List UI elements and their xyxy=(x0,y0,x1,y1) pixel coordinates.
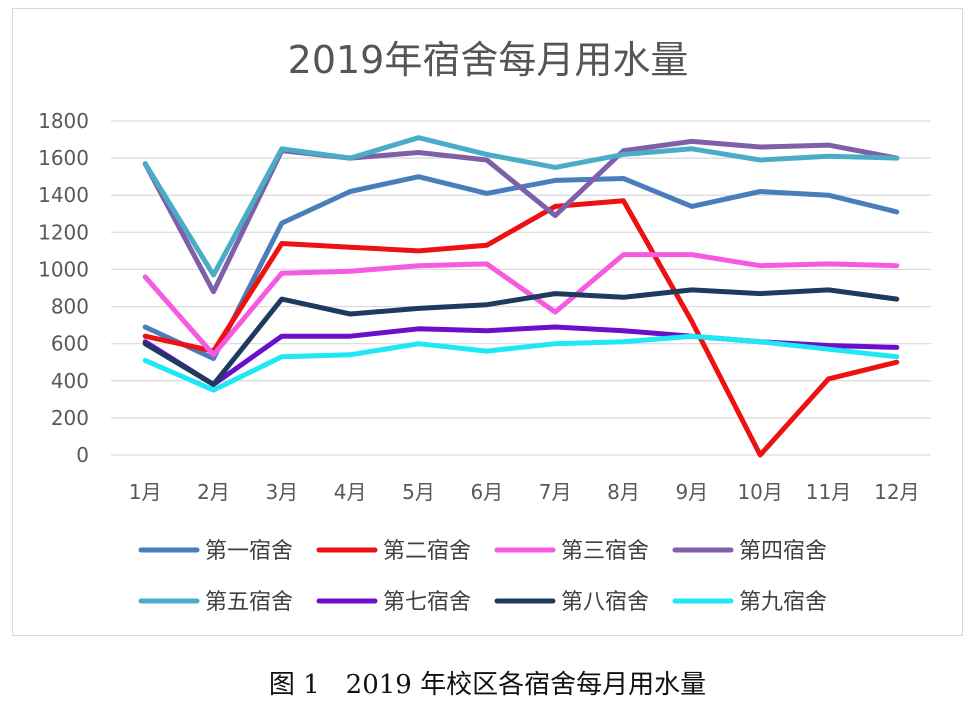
y-tick-label: 1000 xyxy=(38,257,89,281)
chart-title: 2019年宿舍每月用水量 xyxy=(288,38,689,82)
legend-item: 第七宿舍 xyxy=(316,590,471,615)
legend-item: 第四宿舍 xyxy=(672,539,827,564)
x-tick-label: 5月 xyxy=(402,480,435,504)
legend-label: 第八宿舍 xyxy=(561,590,649,615)
series-line-6 xyxy=(142,324,900,387)
y-tick-label: 400 xyxy=(51,369,89,393)
y-tick-label: 600 xyxy=(51,332,89,356)
x-axis-ticks: 1月 2月 3月 4月 5月 6月 7月 8月 9月 10月 11月 12月 xyxy=(129,480,920,504)
legend-label: 第三宿舍 xyxy=(561,539,649,564)
y-tick-label: 800 xyxy=(51,295,89,319)
y-axis-ticks: 0 200 400 600 800 1000 1200 1400 1600 1800 xyxy=(38,109,89,467)
legend-item: 第三宿舍 xyxy=(494,539,649,564)
legend-label: 第九宿舍 xyxy=(739,590,827,615)
chart-frame: 2019年宿舍每月用水量 0 200 400 600 800 1000 1200 1400 16… xyxy=(12,8,963,636)
y-tick-label: 1200 xyxy=(38,220,89,244)
legend-item: 第八宿舍 xyxy=(494,590,649,615)
legend-item: 第五宿舍 xyxy=(138,590,293,615)
x-tick-label: 1月 xyxy=(129,480,162,504)
x-tick-label: 7月 xyxy=(539,480,572,504)
x-tick-label: 4月 xyxy=(334,480,367,504)
y-tick-label: 200 xyxy=(51,406,89,430)
x-tick-label: 2月 xyxy=(197,480,230,504)
legend-label: 第四宿舍 xyxy=(739,539,827,564)
figure-caption: 图 1 2019 年校区各宿舍每月用水量 xyxy=(268,670,707,700)
legend-item: 第二宿舍 xyxy=(316,539,471,564)
y-tick-label: 0 xyxy=(76,443,89,467)
y-tick-label: 1600 xyxy=(38,146,89,170)
series-line-5 xyxy=(142,135,900,278)
series-line-3 xyxy=(142,252,900,358)
y-tick-label: 1800 xyxy=(38,109,89,133)
series-line-2 xyxy=(142,198,900,458)
legend-item: 第九宿舍 xyxy=(672,590,827,615)
x-tick-label: 3月 xyxy=(265,480,298,504)
legend-item: 第一宿舍 xyxy=(138,539,293,564)
legend-label: 第一宿舍 xyxy=(205,539,293,564)
x-tick-label: 11月 xyxy=(806,480,851,504)
x-tick-label: 10月 xyxy=(737,480,782,504)
line-chart: 2019年宿舍每月用水量 0 200 400 600 800 1000 1200 1400 16… xyxy=(38,38,931,615)
x-tick-label: 12月 xyxy=(874,480,919,504)
legend-label: 第二宿舍 xyxy=(383,539,471,564)
series-line-8 xyxy=(142,333,900,393)
legend-label: 第五宿舍 xyxy=(205,590,293,615)
legend-label: 第七宿舍 xyxy=(383,590,471,615)
x-tick-label: 9月 xyxy=(675,480,708,504)
x-tick-label: 8月 xyxy=(607,480,640,504)
y-tick-label: 1400 xyxy=(38,183,89,207)
x-tick-label: 6月 xyxy=(470,480,503,504)
series-lines xyxy=(142,135,900,458)
series-line-7 xyxy=(142,287,900,387)
